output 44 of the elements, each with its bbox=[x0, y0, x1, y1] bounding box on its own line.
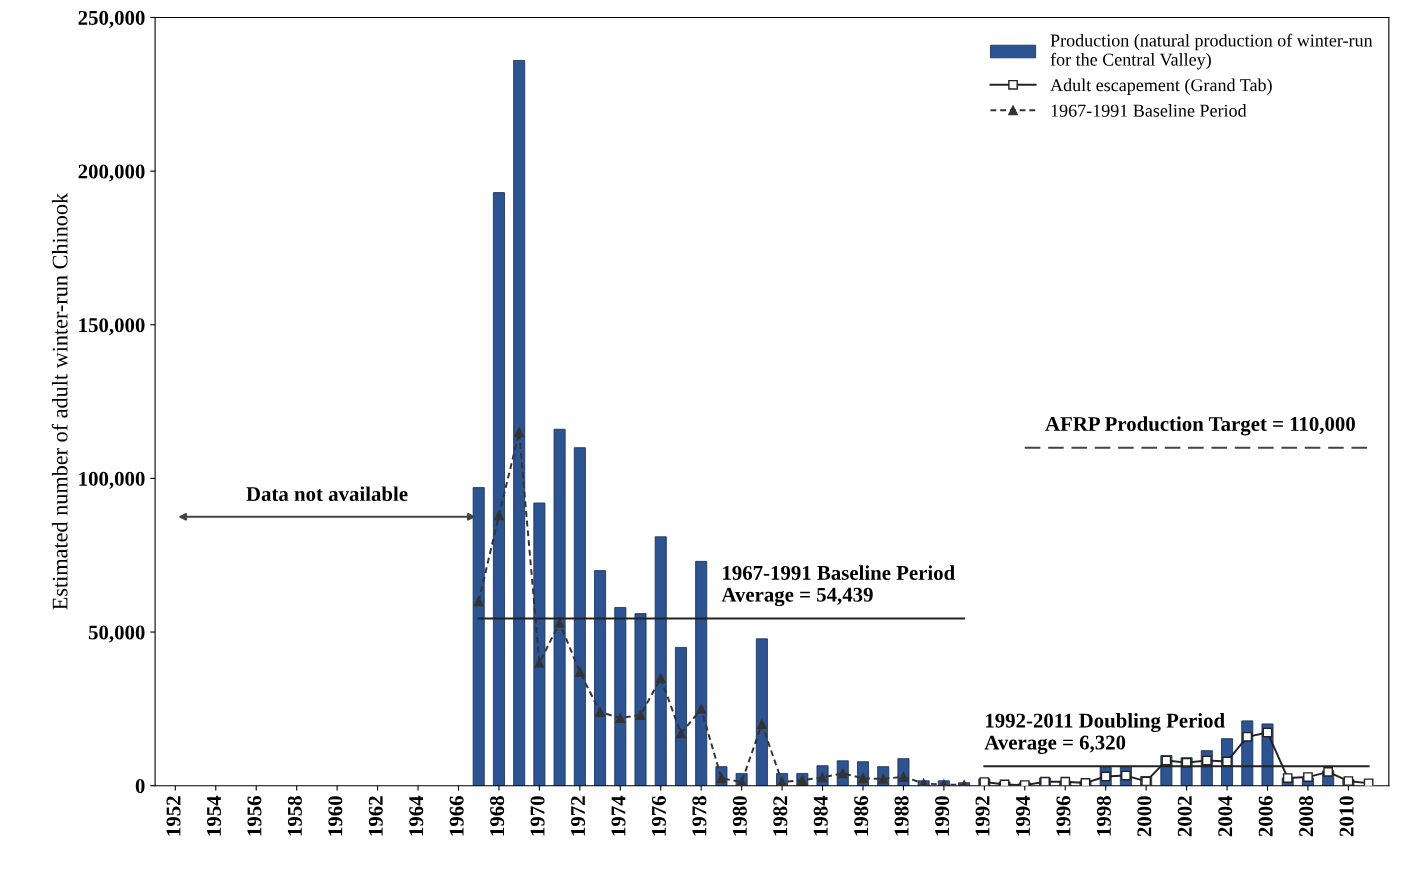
x-tick-label: 2002 bbox=[1177, 796, 1192, 837]
x-tick-label: 1962 bbox=[368, 796, 383, 836]
y-axis-title: Estimated number of adult winter-run Chinook bbox=[51, 192, 68, 610]
y-tick-label: 100,000 bbox=[79, 471, 145, 489]
x-tick-label: 1980 bbox=[732, 796, 747, 836]
x-tick-label: 1998 bbox=[1096, 796, 1111, 836]
y-tick-label: 0 bbox=[135, 779, 145, 794]
x-tick-label: 1958 bbox=[287, 796, 302, 836]
x-tick-label: 1978 bbox=[692, 796, 707, 836]
legend-label: 1967-1991 Baseline Period bbox=[1051, 104, 1247, 117]
y-tick-label: 200,000 bbox=[78, 164, 145, 182]
x-tick-label: 1952 bbox=[166, 796, 181, 836]
y-tick-label: 250,000 bbox=[78, 10, 145, 28]
x-tick-label: 1986 bbox=[854, 796, 869, 836]
x-tick-label: 1956 bbox=[247, 796, 262, 836]
x-tick-label: 1968 bbox=[490, 796, 505, 836]
x-tick-label: 1960 bbox=[328, 796, 343, 836]
x-tick-label: 1990 bbox=[935, 796, 950, 836]
annotation: Data not available bbox=[246, 486, 408, 502]
x-tick-label: 1994 bbox=[1016, 795, 1031, 836]
x-tick-label: 1982 bbox=[773, 796, 788, 836]
x-tick-label: 1974 bbox=[611, 795, 626, 836]
x-tick-label: 1954 bbox=[206, 795, 221, 836]
legend-label: Adult escapement (Grand Tab) bbox=[1050, 78, 1272, 95]
x-tick-label: 1988 bbox=[894, 796, 909, 836]
y-tick-label: 50,000 bbox=[88, 625, 145, 643]
y-tick-label: 150,000 bbox=[79, 318, 145, 336]
legend-label: Production (natural production of winter-run for the Central Valley) bbox=[1050, 33, 1373, 70]
x-tick-label: 1966 bbox=[449, 796, 464, 836]
x-tick-label: 2010 bbox=[1339, 796, 1354, 837]
annotation: AFRP Production Target = 110,000 bbox=[1045, 416, 1355, 436]
x-tick-label: 1972 bbox=[571, 796, 586, 836]
annotation: 1992-2011 Doubling Period Average = 6,320 bbox=[984, 712, 1225, 754]
x-tick-label: 1992 bbox=[975, 796, 990, 836]
x-tick-label: 2006 bbox=[1258, 796, 1273, 837]
x-tick-label: 2000 bbox=[1137, 796, 1152, 837]
x-tick-label: 1996 bbox=[1056, 796, 1071, 836]
x-tick-label: 1984 bbox=[813, 795, 828, 836]
annotation: 1967-1991 Baseline Period Average = 54,439 bbox=[721, 565, 955, 607]
x-tick-label: 2004 bbox=[1218, 795, 1233, 837]
x-tick-label: 1976 bbox=[651, 796, 666, 836]
x-tick-label: 1970 bbox=[530, 796, 545, 836]
x-tick-label: 1964 bbox=[409, 795, 424, 836]
x-tick-label: 2008 bbox=[1299, 796, 1314, 837]
